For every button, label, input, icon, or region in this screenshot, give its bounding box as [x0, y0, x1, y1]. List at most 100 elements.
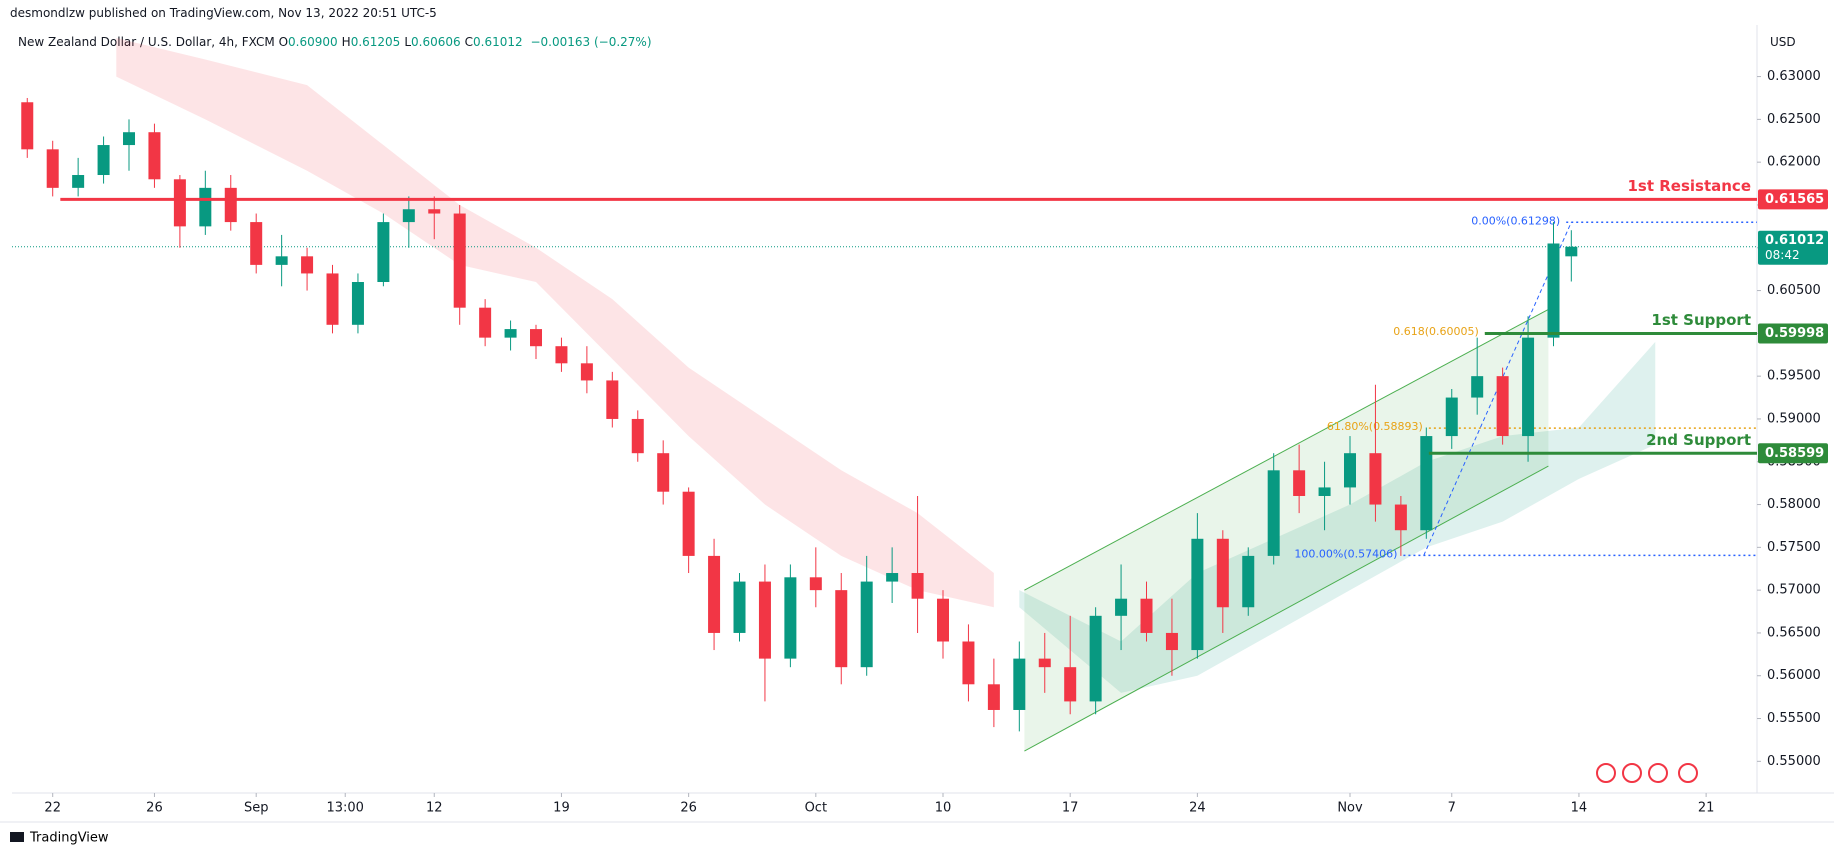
y-tick-label: 0.56500	[1767, 625, 1821, 640]
candle-body	[97, 145, 110, 176]
candle-body	[835, 590, 848, 668]
candle-body	[1242, 555, 1255, 608]
ichimoku-cloud	[1019, 341, 1656, 693]
candle-body	[962, 641, 975, 685]
ohlc-value: 0.60606	[411, 35, 461, 49]
ohlc-key: C	[464, 35, 474, 49]
candle-body	[123, 132, 136, 146]
last-price-label: 0.61012	[1765, 233, 1824, 248]
y-tick-label: 0.63000	[1767, 69, 1821, 84]
candle-body	[860, 581, 873, 668]
x-tick-label: 26	[146, 801, 163, 816]
candle-body	[479, 307, 492, 338]
background-layer	[116, 38, 1656, 693]
footer-brand: TradingView	[29, 831, 109, 846]
candle-body	[1089, 615, 1102, 702]
symbol: New Zealand Dollar / U.S. Dollar, 4h, FX…	[18, 35, 275, 49]
candle-body	[555, 346, 568, 364]
candle-body	[1547, 243, 1560, 338]
ohlc-key: L	[404, 35, 411, 49]
y-tick-label: 0.55500	[1767, 711, 1821, 726]
price-label: 0.61565	[1765, 192, 1824, 207]
event-flag[interactable]	[1678, 763, 1698, 783]
candle-body	[199, 187, 212, 227]
level-name: 2nd Support	[1646, 431, 1751, 449]
candle-body	[453, 213, 466, 308]
x-tick-label: 24	[1189, 801, 1206, 816]
ohlc: O0.60900 H0.61205 L0.60606 C0.61012	[279, 35, 527, 49]
y-tick-label: 0.55000	[1767, 754, 1821, 769]
x-tick-label: 14	[1571, 801, 1588, 816]
candle-body	[148, 132, 161, 180]
candle-body	[72, 175, 85, 188]
fib-label: 100.00%(0.57406)	[1294, 547, 1397, 560]
candle-body	[1140, 598, 1153, 633]
x-tick-label: Nov	[1337, 801, 1363, 816]
candle-body	[809, 577, 822, 591]
ohlc-value: 0.61012	[473, 35, 523, 49]
x-tick-label: 7	[1448, 801, 1456, 816]
price-label: 0.59998	[1765, 326, 1824, 341]
x-tick-label: 12	[426, 801, 443, 816]
event-flag[interactable]	[1648, 763, 1668, 783]
y-tick-label: 0.62500	[1767, 112, 1821, 127]
candle-body	[733, 581, 746, 633]
candle-body	[224, 187, 237, 223]
candle-body	[911, 573, 924, 599]
level-name: 1st Support	[1651, 311, 1751, 329]
y-tick-label: 0.60500	[1767, 283, 1821, 298]
fib-label: 0.00%(0.61298)	[1471, 214, 1560, 227]
x-tick-label: 10	[935, 801, 952, 816]
candle-body	[1420, 436, 1433, 531]
ohlc-key: O	[278, 35, 289, 49]
y-tick-label: 0.62000	[1767, 155, 1821, 170]
price-label: 0.58599	[1765, 446, 1824, 461]
candle-body	[1471, 376, 1484, 398]
x-tick-label: 22	[44, 801, 61, 816]
candle-body	[351, 282, 364, 325]
ohlc-value: 0.60900	[288, 35, 338, 49]
channel-fill	[1024, 309, 1549, 752]
candle-body	[326, 273, 339, 325]
x-tick-label: 21	[1698, 801, 1715, 816]
candle-body	[1565, 246, 1578, 257]
candle-body	[1445, 397, 1458, 437]
x-tick-label: 13:00	[326, 801, 363, 816]
ichimoku-cloud	[116, 38, 994, 608]
candle-body	[1318, 487, 1331, 496]
y-tick-label: 0.59000	[1767, 411, 1821, 426]
candle-body	[1013, 658, 1026, 710]
price-label-box	[1758, 323, 1828, 344]
candle-body	[301, 256, 314, 274]
price-label-box	[1758, 443, 1828, 464]
x-tick-label: Oct	[805, 801, 827, 816]
candle-body	[1522, 337, 1535, 437]
logo	[10, 832, 24, 842]
candle-body	[402, 209, 415, 223]
author-line: desmondlzw published on TradingView.com,…	[10, 6, 437, 20]
candle-body	[1038, 658, 1051, 668]
candle-body	[504, 329, 517, 338]
candle-body	[1115, 598, 1128, 616]
fib-label: 0.618(0.60005)	[1393, 325, 1479, 338]
price-label-box	[1758, 189, 1828, 210]
event-flags	[1596, 763, 1698, 783]
event-flag[interactable]	[1622, 763, 1642, 783]
candle-body	[173, 179, 186, 227]
candle-body	[580, 363, 593, 381]
x-tick-label: Sep	[244, 801, 269, 816]
event-flag[interactable]	[1596, 763, 1616, 783]
candle-body	[530, 329, 543, 347]
candle-body	[377, 222, 390, 283]
candle-body	[21, 102, 34, 150]
y-tick-label: 0.58000	[1767, 497, 1821, 512]
y-tick-label: 0.57500	[1767, 540, 1821, 555]
candle-body	[428, 209, 441, 214]
x-tick-label: 19	[553, 801, 570, 816]
candle-body	[657, 453, 670, 492]
candle-body	[1191, 538, 1204, 651]
candle-body	[1496, 376, 1509, 437]
fib-label: 61.80%(0.58893)	[1327, 420, 1423, 433]
candle-body	[987, 684, 1000, 710]
